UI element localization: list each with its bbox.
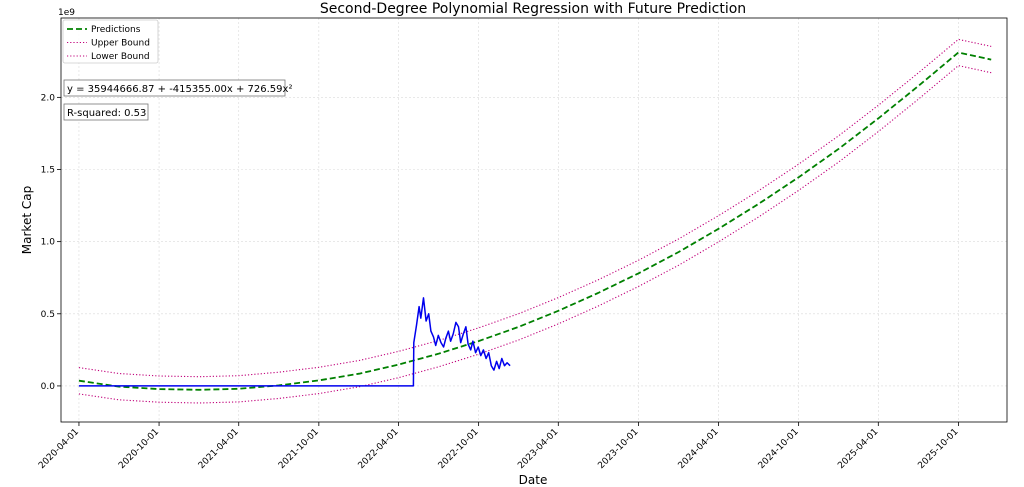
legend: Predictions Upper Bound Lower Bound [62,19,159,64]
x-tick-label: 2022-04-01 [357,427,401,471]
x-tick-label: 2025-04-01 [836,427,880,471]
y-tick-label: 2.0 [41,93,56,103]
x-tick-label: 2022-10-01 [437,427,481,471]
y-tick-label: 0.0 [41,382,56,392]
plot-frame [60,17,1008,423]
y-axis-label: Market Cap [20,186,34,254]
x-tick-label: 2020-04-01 [37,427,81,471]
legend-label: Upper Bound [91,39,150,49]
series-line-0 [78,51,992,391]
y-tick-label: 0.5 [41,310,55,320]
chart-title: Second-Degree Polynomial Regression with… [320,1,746,17]
x-tick-label: 2025-10-01 [916,427,960,471]
x-tick-label: 2020-10-01 [117,427,161,471]
x-tick-label: 2023-04-01 [516,427,560,471]
y-tick-label: 1.0 [41,238,56,248]
annotation-text: R-squared: 0.53 [67,108,146,119]
y-exponent-label: 1e9 [58,8,75,18]
x-tick-label: 2021-10-01 [277,427,321,471]
series-line-2 [78,65,992,404]
annotation-text: y = 35944666.87 + -415355.00x + 726.59x² [67,84,292,95]
legend-box [62,19,159,64]
series-line-3 [78,297,511,387]
x-axis-label: Date [519,473,548,487]
y-tick-label: 1.5 [41,166,55,176]
legend-label: Predictions [91,25,141,35]
x-tick-label: 2024-04-01 [677,427,721,471]
annotations: y = 35944666.87 + -415355.00x + 726.59x²… [63,79,292,121]
grid-layer [61,18,1007,422]
annotation-box [63,79,286,97]
annotation-box [63,103,149,121]
series-layer [78,38,992,404]
x-tick-label: 2024-10-01 [757,427,801,471]
legend-label: Lower Bound [91,52,150,62]
x-tick-label: 2021-04-01 [197,427,241,471]
x-tick-label: 2023-10-01 [596,427,640,471]
series-line-1 [78,38,992,378]
y-ticks: 0.0 0.5 1.0 1.5 2.0 [41,93,61,392]
x-ticks: 2020-04-01 2020-10-01 2021-04-01 2021-10-01… [37,422,961,471]
